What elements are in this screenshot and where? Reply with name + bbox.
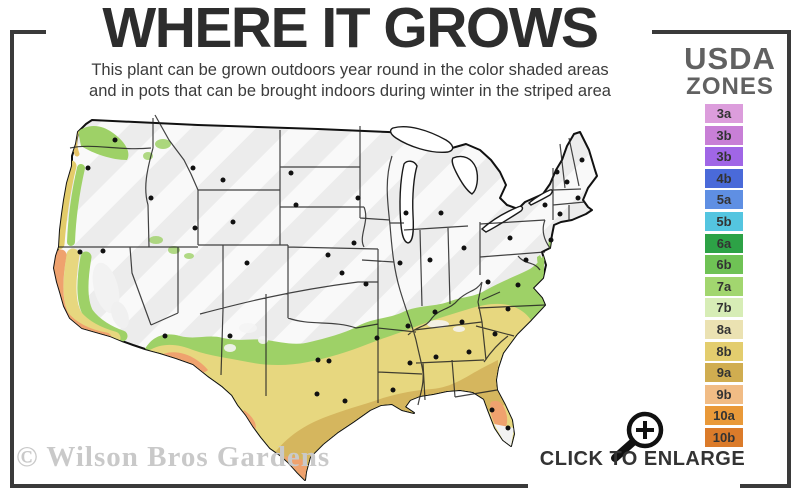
legend-zone-3b: 3b: [705, 147, 743, 167]
legend-zone-3a: 3a: [705, 104, 743, 123]
us-zone-map[interactable]: [48, 110, 673, 482]
legend-heading-usda: USDA: [684, 41, 776, 76]
legend-heading-zones: ZONES: [686, 73, 774, 100]
subtitle-line-2: and in pots that can be brought indoors …: [89, 82, 611, 100]
legend-heading: USDA ZONES: [672, 41, 788, 100]
frame-gap-top: [46, 26, 652, 39]
legend-zone-9b: 9b: [705, 384, 743, 404]
legend-zone-8b: 8b: [705, 341, 743, 361]
legend-zone-5a: 5a: [705, 190, 743, 210]
subtitle: This plant can be grown outdoors year ro…: [30, 60, 670, 102]
legend-zone-7a: 7a: [705, 276, 743, 296]
legend-zone-9a: 9a: [705, 363, 743, 383]
legend-zone-10b: 10b: [705, 427, 743, 447]
legend-zone-6a: 6a: [705, 233, 743, 253]
usda-zone-legend: 3a 3b 3b 4b 5a 5b 6a 6b 7a 7b 8a 8b 9a 9b 10a 10b: [705, 104, 743, 450]
great-lakes: [389, 126, 553, 244]
legend-zone-4b: 4b: [705, 168, 743, 188]
state-borders: [59, 114, 586, 406]
legend-zone-7b: 7b: [705, 298, 743, 318]
magnifier-plus-icon[interactable]: [603, 403, 669, 465]
legend-zone-8a: 8a: [705, 319, 743, 339]
legend-zone-6b: 6b: [705, 255, 743, 275]
page-title: WHERE IT GROWS: [102, 0, 599, 60]
subtitle-line-1: This plant can be grown outdoors year ro…: [91, 61, 609, 79]
legend-zone-10a: 10a: [705, 406, 743, 426]
legend-zone-5b: 5b: [705, 211, 743, 231]
watermark: © Wilson Bros Gardens: [16, 441, 331, 473]
legend-zone-3b: 3b: [705, 125, 743, 145]
frame-gap-bottom: [528, 479, 740, 493]
click-to-enlarge-label[interactable]: CLICK TO ENLARGE: [539, 448, 746, 470]
city-markers: [77, 137, 585, 431]
